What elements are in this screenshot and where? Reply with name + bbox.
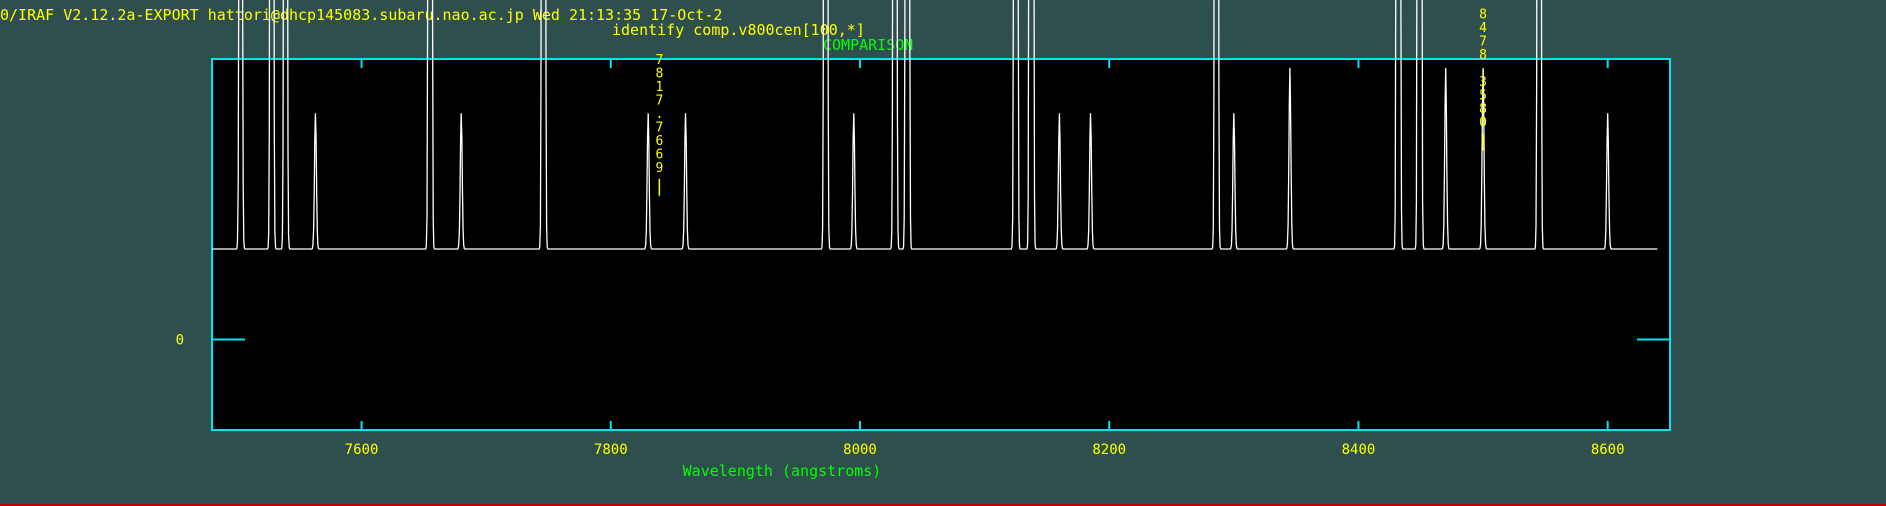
y-tick-label: 0	[176, 333, 184, 349]
window-bottom-edge	[0, 504, 1886, 506]
spectrum	[212, 0, 1658, 250]
x-tick-label: 7600	[345, 442, 379, 458]
plot-area	[212, 59, 1670, 430]
command-line: identify comp.v800cen[100,*]	[612, 21, 865, 39]
axes: 76007800800082008400860001.00E52.00E53.0…	[176, 58, 1671, 458]
x-tick-label: 8200	[1092, 442, 1126, 458]
x-axis-label: Wavelength (angstroms)	[683, 462, 882, 480]
spectrum-line	[212, 0, 1658, 250]
x-tick-label: 7800	[594, 442, 628, 458]
x-tick-label: 8000	[843, 442, 877, 458]
plot-title: COMPARISON	[823, 36, 914, 54]
x-tick-label: 8400	[1342, 442, 1376, 458]
plot-frame	[211, 58, 1671, 431]
x-tick-label: 8600	[1591, 442, 1625, 458]
line-identifications: 7503.86917514.65187635.10607817.76697948…	[655, 8, 1487, 196]
